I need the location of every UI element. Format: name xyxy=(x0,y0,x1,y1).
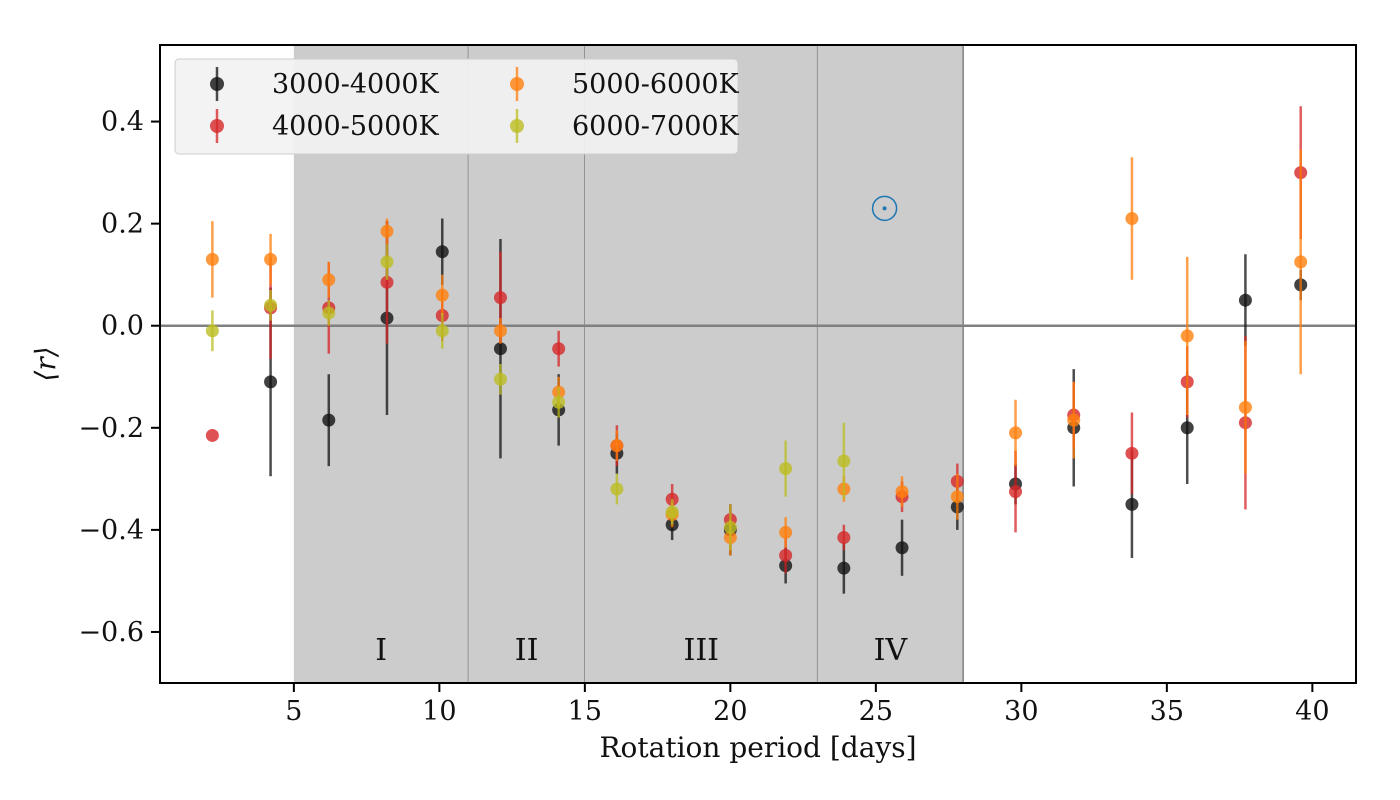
point-6000-7000K-1 xyxy=(264,298,278,312)
point-6000-7000K-4 xyxy=(435,324,449,338)
legend-marker-4000-5000K xyxy=(210,119,224,133)
x-tick-label-25: 25 xyxy=(859,696,893,727)
legend-label-4000-5000K: 4000-5000K xyxy=(272,111,440,142)
sun-symbol-dot xyxy=(882,206,887,211)
point-4000-5000K-3 xyxy=(380,275,394,289)
point-4000-5000K-16 xyxy=(1125,446,1139,460)
series-6000-7000K xyxy=(205,244,851,551)
point-3000-4000K-16 xyxy=(1180,421,1194,435)
point-6000-7000K-9 xyxy=(723,520,737,534)
point-3000-4000K-17 xyxy=(1238,293,1252,307)
point-5000-6000K-4 xyxy=(435,288,449,302)
data-layer xyxy=(205,106,1308,594)
point-4000-5000K-5 xyxy=(493,291,507,305)
point-6000-7000K-6 xyxy=(552,395,566,409)
legend-box xyxy=(174,58,739,155)
x-tick-label-20: 20 xyxy=(713,696,747,727)
point-5000-6000K-5 xyxy=(493,324,507,338)
point-3000-4000K-11 xyxy=(895,541,909,555)
y-tick-label-3: 0.0 xyxy=(101,311,144,342)
point-6000-7000K-5 xyxy=(493,372,507,386)
x-axis: 5 10 15 20 25 30 35 40 xyxy=(285,683,1330,727)
point-3000-4000K-15 xyxy=(1125,497,1139,511)
legend-marker-3000-4000K xyxy=(210,77,224,91)
legend-label-3000-4000K: 3000-4000K xyxy=(272,69,440,100)
point-4000-5000K-14 xyxy=(1009,485,1023,499)
point-6000-7000K-3 xyxy=(380,255,394,269)
point-5000-6000K-2 xyxy=(322,273,336,287)
point-5000-6000K-12 xyxy=(895,485,909,499)
point-3000-4000K-3 xyxy=(435,245,449,259)
point-6000-7000K-10 xyxy=(779,462,793,476)
region-label-1: I xyxy=(375,633,387,668)
sun-symbol-ring xyxy=(871,195,898,222)
point-3000-4000K-1 xyxy=(322,413,336,427)
series-5000-6000K xyxy=(205,149,1308,556)
x-tick-label-40: 40 xyxy=(1295,696,1329,727)
point-3000-4000K-10 xyxy=(837,561,851,575)
point-6000-7000K-11 xyxy=(837,454,851,468)
y-tick-label-2: −0.2 xyxy=(78,413,144,444)
legend-marker-6000-7000K xyxy=(510,119,524,133)
point-5000-6000K-15 xyxy=(1067,413,1081,427)
point-4000-5000K-6 xyxy=(552,342,566,356)
x-tick-label-30: 30 xyxy=(1004,696,1038,727)
point-4000-5000K-10 xyxy=(779,548,793,562)
x-tick-label-5: 5 xyxy=(285,696,302,727)
x-tick-label-15: 15 xyxy=(568,696,602,727)
legend-label-5000-6000K: 5000-6000K xyxy=(572,69,740,100)
region-label-4: IV xyxy=(874,633,909,668)
region-label-2: II xyxy=(515,633,539,668)
point-6000-7000K-0 xyxy=(205,324,219,338)
y-tick-label-1: −0.4 xyxy=(78,515,144,546)
point-6000-7000K-2 xyxy=(322,306,336,320)
point-3000-4000K-0 xyxy=(264,375,278,389)
point-5000-6000K-3 xyxy=(380,224,394,238)
point-5000-6000K-1 xyxy=(264,252,278,266)
point-5000-6000K-13 xyxy=(950,490,964,504)
x-axis-label: Rotation period [days] xyxy=(599,731,916,764)
legend-marker-5000-6000K xyxy=(510,77,524,91)
sun-marker-layer xyxy=(871,195,898,222)
plot-frame xyxy=(159,44,1357,684)
point-5000-6000K-19 xyxy=(1294,255,1308,269)
point-3000-4000K-4 xyxy=(493,342,507,356)
point-6000-7000K-7 xyxy=(610,482,624,496)
region-4-shade xyxy=(817,45,964,683)
point-6000-7000K-8 xyxy=(665,505,679,519)
point-5000-6000K-7 xyxy=(610,439,624,453)
point-4000-5000K-11 xyxy=(837,531,851,545)
y-tick-label-4: 0.2 xyxy=(101,209,144,240)
point-5000-6000K-16 xyxy=(1125,212,1139,226)
legend-label-6000-7000K: 6000-7000K xyxy=(572,111,740,142)
point-4000-5000K-0 xyxy=(205,428,219,442)
point-5000-6000K-10 xyxy=(779,525,793,539)
y-tick-label-5: 0.4 xyxy=(101,107,144,138)
point-5000-6000K-0 xyxy=(205,252,219,266)
x-tick-label-10: 10 xyxy=(422,696,456,727)
x-tick-label-35: 35 xyxy=(1150,696,1184,727)
point-5000-6000K-14 xyxy=(1009,426,1023,440)
region-label-3: III xyxy=(683,633,719,668)
y-axis-label: ⟨r⟩ xyxy=(29,346,62,381)
legend: 3000-4000K 4000-5000K 5000-6000K 6000-7000K xyxy=(174,58,740,155)
point-5000-6000K-17 xyxy=(1180,329,1194,343)
y-axis: −0.6 −0.4 −0.2 0.0 0.2 0.4 xyxy=(78,107,160,648)
point-5000-6000K-18 xyxy=(1238,400,1252,414)
y-tick-label-0: −0.6 xyxy=(78,617,144,648)
